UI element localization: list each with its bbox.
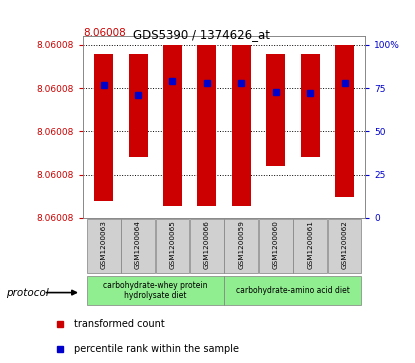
Text: GSM1200059: GSM1200059: [238, 220, 244, 269]
Bar: [225, 219, 258, 273]
Text: 8.06008: 8.06008: [83, 28, 126, 38]
Bar: [293, 219, 327, 273]
Text: GSM1200063: GSM1200063: [101, 220, 107, 269]
Text: GSM1200062: GSM1200062: [342, 220, 347, 269]
Bar: [87, 276, 224, 305]
Bar: [163, 45, 182, 206]
Text: GDS5390 / 1374626_at: GDS5390 / 1374626_at: [133, 28, 270, 41]
Bar: [121, 219, 155, 273]
Bar: [301, 54, 320, 157]
Text: GSM1200060: GSM1200060: [273, 220, 279, 269]
Text: GSM1200066: GSM1200066: [204, 220, 210, 269]
Text: carbohydrate-whey protein
hydrolysate diet: carbohydrate-whey protein hydrolysate di…: [103, 281, 208, 300]
Bar: [225, 276, 361, 305]
Bar: [156, 219, 189, 273]
Bar: [328, 219, 361, 273]
Bar: [198, 45, 216, 206]
Bar: [232, 45, 251, 206]
Text: percentile rank within the sample: percentile rank within the sample: [75, 344, 239, 354]
Bar: [94, 54, 113, 200]
Text: GSM1200064: GSM1200064: [135, 220, 141, 269]
Text: GSM1200061: GSM1200061: [307, 220, 313, 269]
Bar: [335, 45, 354, 197]
Bar: [266, 54, 285, 166]
Text: carbohydrate-amino acid diet: carbohydrate-amino acid diet: [236, 286, 350, 295]
Bar: [87, 219, 120, 273]
Bar: [190, 219, 224, 273]
Bar: [129, 54, 147, 157]
Bar: [259, 219, 293, 273]
Text: GSM1200065: GSM1200065: [169, 220, 176, 269]
Text: protocol: protocol: [6, 287, 49, 298]
Text: transformed count: transformed count: [75, 319, 165, 329]
